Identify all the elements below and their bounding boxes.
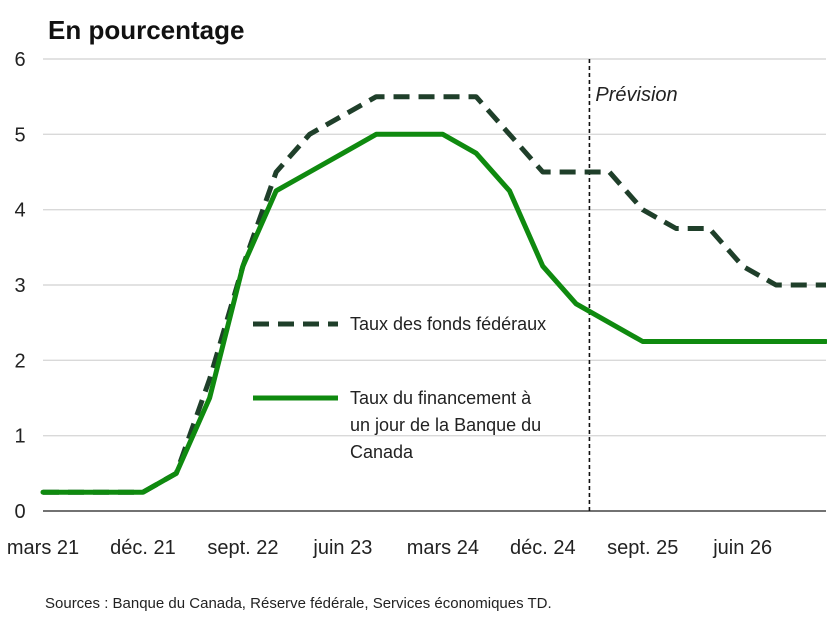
chart-title: En pourcentage bbox=[48, 15, 244, 45]
y-tick-label: 6 bbox=[14, 49, 25, 71]
y-tick-label: 2 bbox=[14, 350, 25, 372]
x-tick-label: déc. 21 bbox=[110, 537, 176, 559]
x-axis-ticks: mars 21 déc. 21 sept. 22 juin 23 mars 24 déc.… bbox=[7, 537, 772, 559]
x-tick-label: juin 23 bbox=[312, 537, 372, 559]
y-tick-label: 5 bbox=[14, 124, 25, 146]
y-tick-label: 1 bbox=[14, 426, 25, 448]
source-note: Sources : Banque du Canada, Réserve fédé… bbox=[45, 595, 552, 612]
y-axis-ticks: 0 1 2 3 4 5 6 bbox=[14, 49, 25, 523]
y-tick-label: 3 bbox=[14, 275, 25, 297]
y-tick-label: 4 bbox=[14, 200, 25, 222]
series-lines bbox=[40, 94, 827, 495]
forecast-label: Prévision bbox=[595, 84, 677, 106]
series-line-boc-overnight bbox=[40, 131, 827, 495]
x-tick-label: sept. 22 bbox=[207, 537, 278, 559]
legend: Taux des fonds fédéraux Taux du financeme… bbox=[253, 314, 546, 462]
grid-lines bbox=[43, 58, 826, 512]
forecast-divider: Prévision bbox=[588, 59, 678, 511]
legend-label-boc-overnight: Taux du financement à un jour de la Banqu… bbox=[350, 388, 541, 462]
x-tick-label: mars 24 bbox=[407, 537, 479, 559]
series-line-fed-funds bbox=[43, 94, 826, 495]
x-tick-label: déc. 24 bbox=[510, 537, 576, 559]
x-tick-label: juin 26 bbox=[712, 537, 772, 559]
x-tick-label: mars 21 bbox=[7, 537, 79, 559]
x-tick-label: sept. 25 bbox=[607, 537, 678, 559]
y-tick-label: 0 bbox=[14, 501, 25, 523]
legend-label-fed-funds: Taux des fonds fédéraux bbox=[350, 314, 546, 334]
